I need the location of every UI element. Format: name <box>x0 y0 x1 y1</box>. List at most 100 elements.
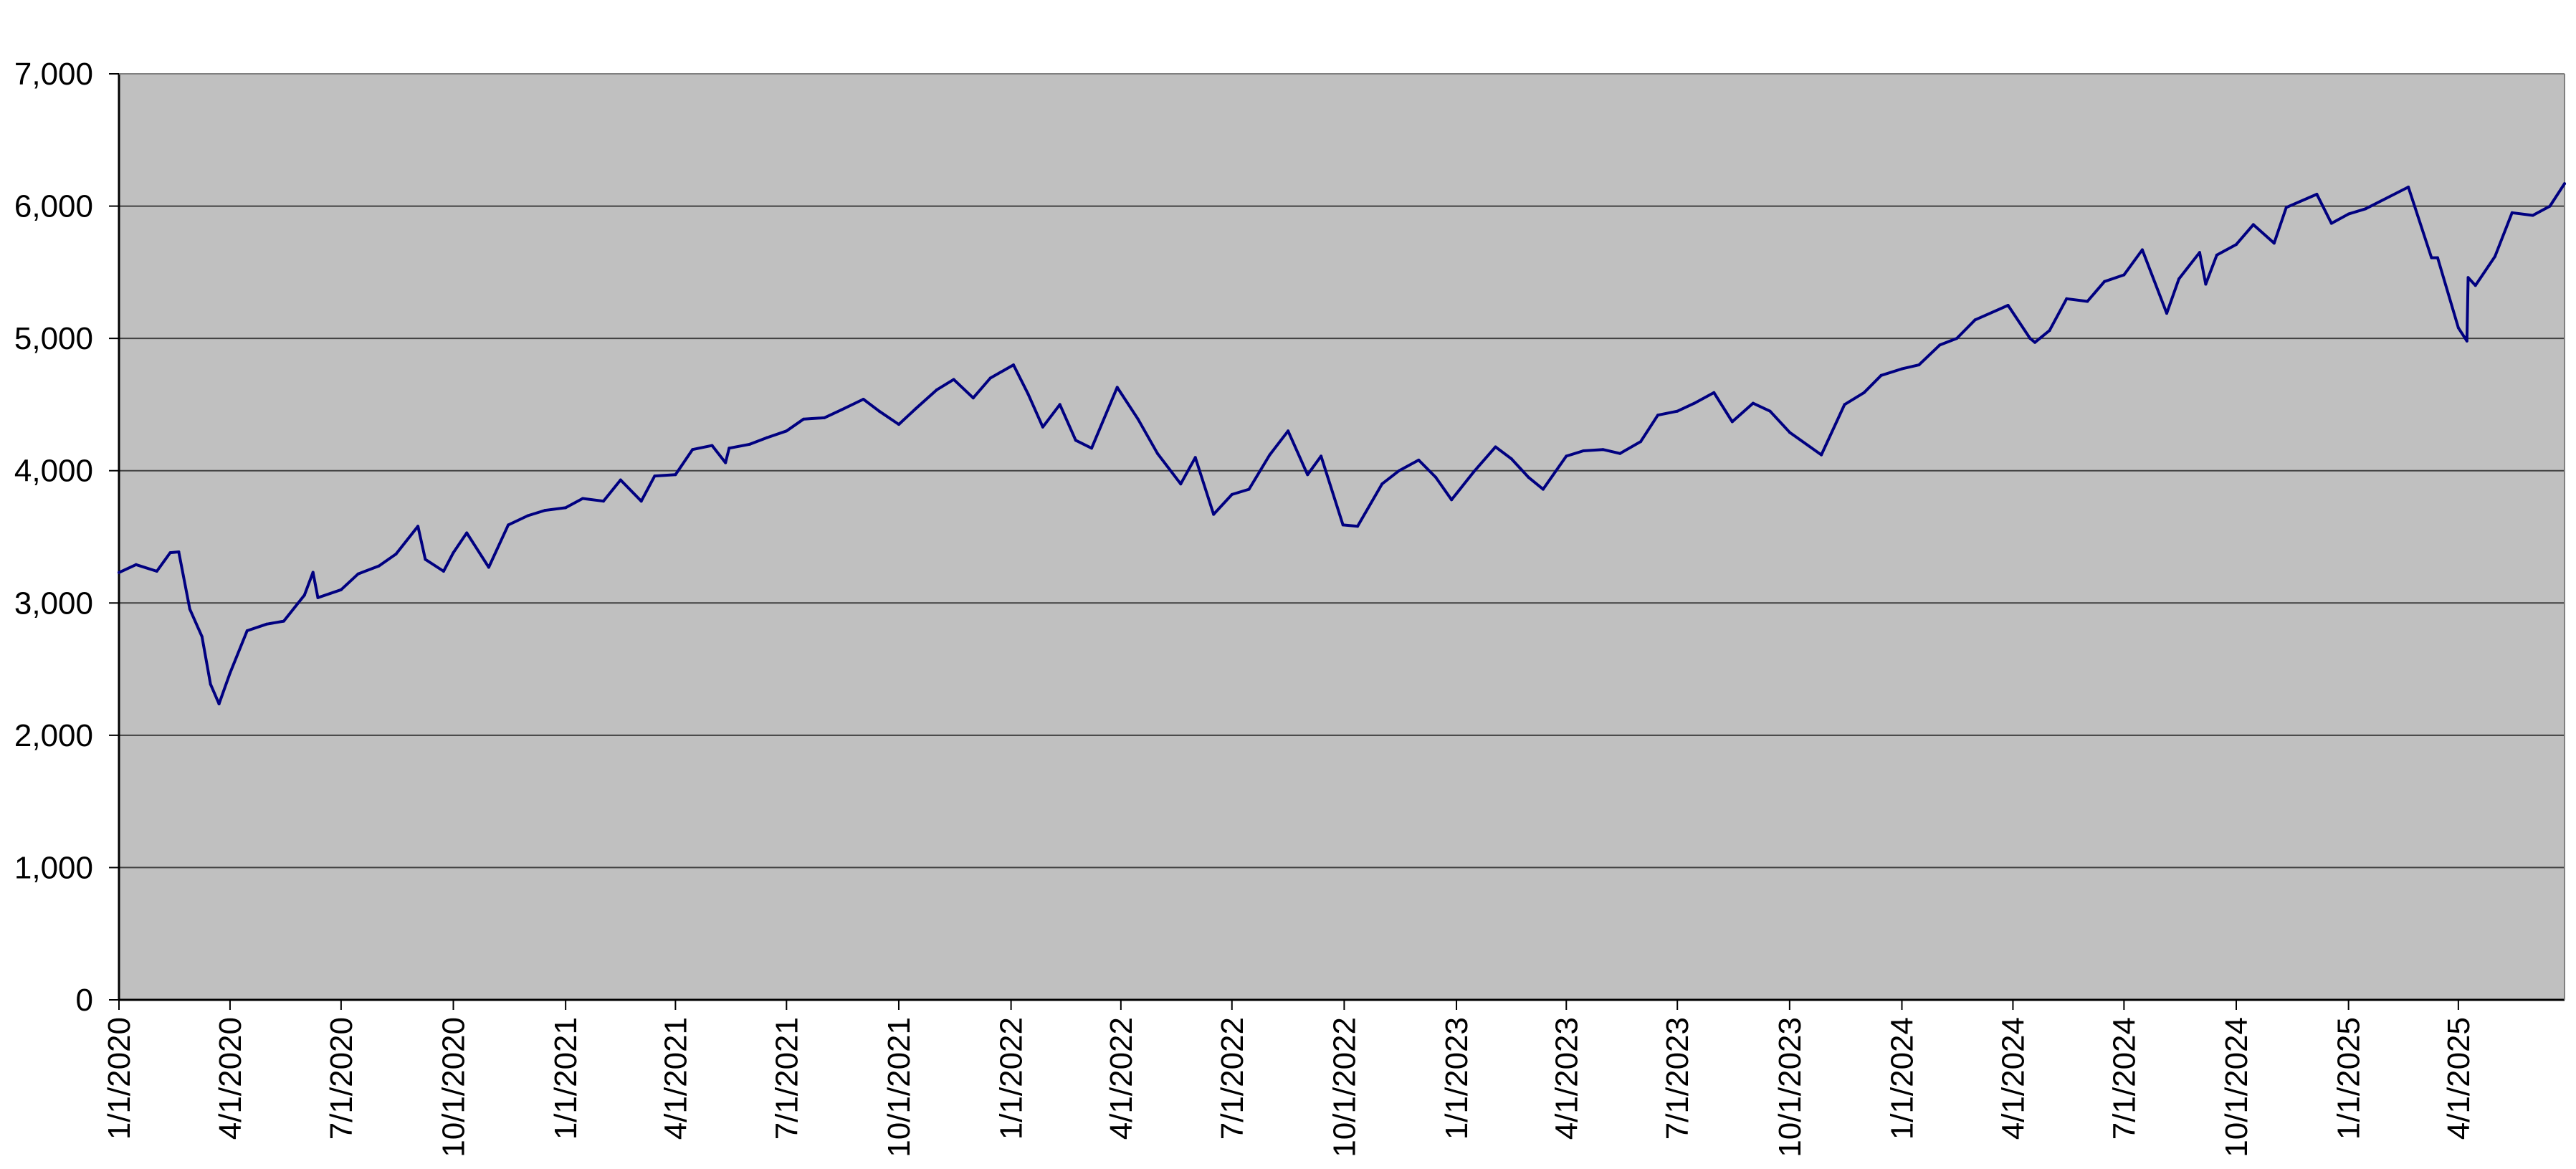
data-point <box>1955 337 1959 340</box>
y-axis-tick-labels: 0 1,000 2,000 3,000 4,000 5,000 6,000 7,000 <box>14 57 93 1018</box>
x-tick-label: 7/1/2024 <box>2107 1017 2142 1140</box>
data-point <box>1471 470 1475 474</box>
data-point <box>748 442 752 446</box>
data-point <box>2531 214 2534 217</box>
data-point <box>1058 403 1062 406</box>
data-point <box>1179 482 1183 486</box>
data-point <box>2251 223 2255 226</box>
data-point <box>2563 182 2566 186</box>
data-point <box>134 563 138 566</box>
data-point <box>2204 282 2208 286</box>
x-tick-label: 1/1/2020 <box>102 1017 137 1140</box>
data-point <box>1074 439 1077 442</box>
data-point <box>465 531 469 535</box>
data-point <box>619 478 622 482</box>
data-point <box>988 376 992 380</box>
data-point <box>2466 276 2470 280</box>
data-point <box>1026 392 1030 396</box>
data-point <box>877 409 881 413</box>
x-tick-label: 7/1/2020 <box>324 1017 359 1140</box>
data-point <box>2284 206 2288 209</box>
data-point <box>1247 487 1251 491</box>
x-tick-label: 1/1/2022 <box>994 1017 1029 1140</box>
data-point <box>2122 273 2126 277</box>
data-point <box>564 506 568 510</box>
data-point <box>282 619 285 623</box>
series-line <box>118 182 2566 706</box>
y-tick-label: 5,000 <box>14 321 93 356</box>
data-point <box>1730 420 1734 424</box>
data-point <box>200 635 204 639</box>
data-point <box>639 500 643 503</box>
data-point <box>785 429 788 433</box>
x-tick-label: 10/1/2022 <box>1327 1017 1362 1158</box>
data-point <box>862 398 865 401</box>
data-point <box>2272 242 2276 245</box>
data-point <box>2033 340 2037 344</box>
data-point <box>452 551 455 555</box>
data-point <box>2065 297 2069 300</box>
data-point <box>2006 304 2010 307</box>
data-point <box>802 417 806 421</box>
data-point <box>2177 277 2180 281</box>
x-tick-label: 10/1/2020 <box>437 1017 472 1158</box>
data-point <box>2103 280 2107 283</box>
data-point <box>674 473 677 477</box>
data-point <box>581 497 584 500</box>
data-point <box>188 607 191 611</box>
data-point <box>228 672 232 675</box>
data-point <box>1768 409 1772 413</box>
data-point <box>1306 473 1310 477</box>
data-point <box>1676 409 1679 413</box>
data-point <box>971 396 975 400</box>
data-point <box>1527 475 1530 479</box>
data-point <box>2548 204 2552 208</box>
data-point <box>1788 431 1791 434</box>
data-point <box>1900 367 1904 371</box>
data-point <box>316 596 320 599</box>
x-tick-label: 4/1/2022 <box>1104 1017 1139 1140</box>
data-point <box>1917 363 1921 367</box>
data-point <box>1341 523 1345 527</box>
data-point <box>1862 391 1866 394</box>
x-axis-tick-labels: 1/1/2020 4/1/2020 7/1/2020 10/1/2020 1/1/202… <box>102 1017 2476 1158</box>
y-tick-label: 2,000 <box>14 718 93 753</box>
data-point <box>2086 300 2089 303</box>
data-point <box>1938 343 1942 347</box>
x-tick-label: 4/1/2023 <box>1549 1017 1584 1140</box>
data-point <box>897 423 900 426</box>
data-point <box>1230 492 1234 496</box>
data-point <box>487 566 490 569</box>
data-point <box>1380 482 1384 486</box>
data-point <box>1656 414 1659 417</box>
data-point <box>2048 329 2051 333</box>
data-point <box>710 444 714 447</box>
data-point <box>1268 453 1272 457</box>
data-point <box>1582 449 1585 452</box>
data-point <box>177 550 181 553</box>
data-point <box>2364 207 2367 211</box>
data-point <box>653 474 657 478</box>
data-point <box>1090 447 1093 450</box>
x-tick-label: 1/1/2025 <box>2332 1017 2367 1140</box>
y-tick-label: 0 <box>76 983 93 1018</box>
x-tick-label: 7/1/2021 <box>769 1017 804 1140</box>
x-tick-label: 10/1/2023 <box>1773 1017 1808 1158</box>
data-point <box>2347 212 2350 216</box>
x-tick-label: 4/1/2020 <box>213 1017 248 1140</box>
data-point <box>1843 403 1846 406</box>
data-point <box>765 436 769 439</box>
data-point <box>217 702 221 706</box>
x-tick-label: 7/1/2023 <box>1660 1017 1695 1140</box>
data-point <box>1509 457 1513 461</box>
y-tick-label: 1,000 <box>14 850 93 885</box>
x-tick-label: 10/1/2021 <box>882 1017 917 1158</box>
data-point <box>1820 453 1823 457</box>
data-point <box>311 571 315 574</box>
data-point <box>2315 193 2319 196</box>
data-point <box>118 571 120 574</box>
y-tick-label: 3,000 <box>14 586 93 621</box>
data-point <box>1398 469 1401 472</box>
